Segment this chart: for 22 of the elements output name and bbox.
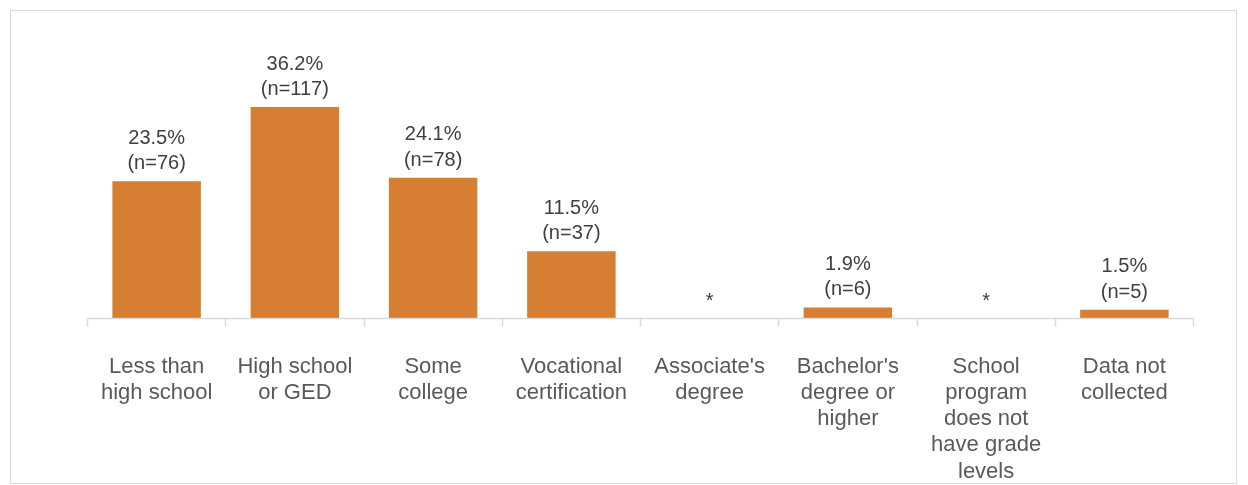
data-label: 11.5% (n=37) [542,196,601,244]
data-label: 1.9% (n=6) [824,252,872,300]
bar [527,251,616,319]
data-label: 24.1% (n=78) [403,122,463,170]
data-label: 36.2% (n=117) [260,51,329,100]
bar [1080,309,1169,319]
bar [250,107,340,319]
bar [112,181,201,319]
x-tick-label: Some college [398,352,468,404]
x-tick-label: Bachelor's degree or higher [796,352,899,430]
text: * [705,288,714,311]
x-tick-label: High school or GED [237,352,353,404]
data-label: 23.5% (n=76) [127,125,186,174]
x-tick-label: Data not collected [1080,352,1168,404]
bar [803,307,893,319]
x-tick-label: Associate's degree [654,352,765,404]
x-tick-label: School program does not have grade levels [931,352,1042,483]
text: * [982,288,991,311]
x-tick-label: Vocational certification [515,352,628,404]
x-tick-label: Less than high school [100,352,213,404]
bar [388,177,478,319]
data-label: 1.5% (n=5) [1100,254,1148,302]
